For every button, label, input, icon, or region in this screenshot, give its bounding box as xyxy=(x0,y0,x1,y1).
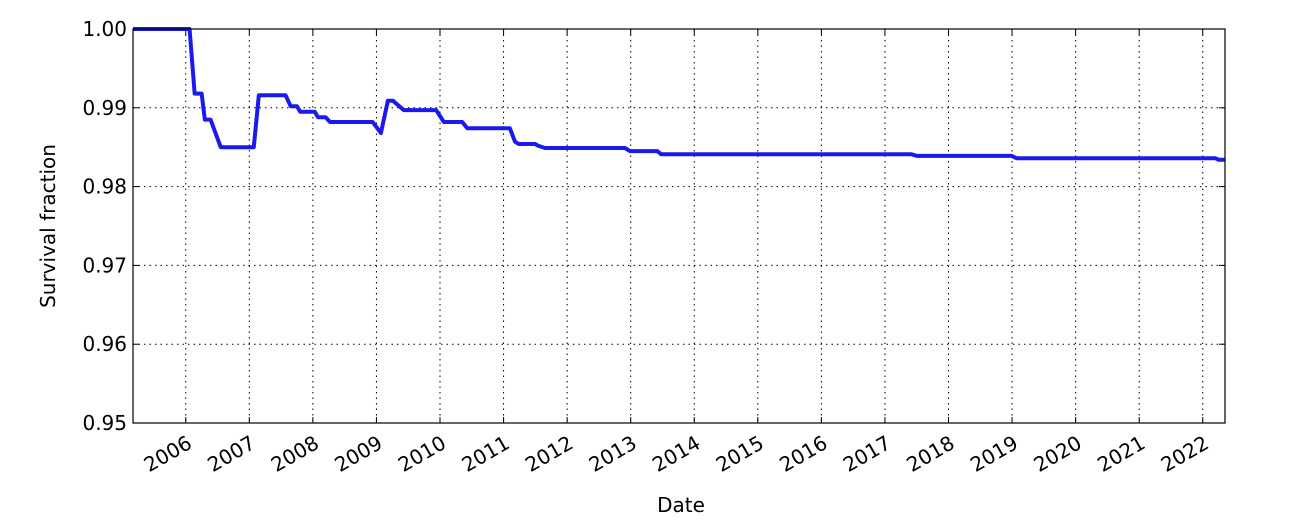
y-tick-label: 1.00 xyxy=(82,17,127,41)
x-tick-label: 2020 xyxy=(1030,431,1086,477)
x-tick-label: 2007 xyxy=(203,431,259,477)
x-tick-label: 2006 xyxy=(140,431,196,477)
x-tick-label: 2015 xyxy=(712,431,768,477)
x-tick-label: 2014 xyxy=(648,431,704,477)
y-tick-label: 0.96 xyxy=(82,332,127,356)
x-tick-label: 2008 xyxy=(267,431,323,477)
x-tick-label: 2021 xyxy=(1093,431,1149,477)
x-tick-label: 2022 xyxy=(1157,431,1213,477)
x-tick-label: 2011 xyxy=(457,431,513,477)
y-tick-label: 0.95 xyxy=(82,411,127,435)
plot-frame xyxy=(132,28,1226,424)
x-tick-label: 2012 xyxy=(521,431,577,477)
data-line xyxy=(133,27,1225,162)
y-tick-label: 0.98 xyxy=(82,175,127,199)
x-tick-label: 2013 xyxy=(585,431,641,477)
x-tick-label: 2016 xyxy=(775,431,831,477)
x-tick-label: 2018 xyxy=(902,431,958,477)
y-axis-label: Survival fraction xyxy=(36,144,60,308)
y-tick-label: 0.99 xyxy=(82,96,127,120)
x-tick-label: 2009 xyxy=(330,431,386,477)
y-tick-label: 0.97 xyxy=(82,253,127,277)
x-tick-label: 2017 xyxy=(839,431,895,477)
x-tick-label: 2019 xyxy=(966,431,1022,477)
x-tick-label: 2010 xyxy=(394,431,450,477)
x-axis-label: Date xyxy=(657,493,705,517)
